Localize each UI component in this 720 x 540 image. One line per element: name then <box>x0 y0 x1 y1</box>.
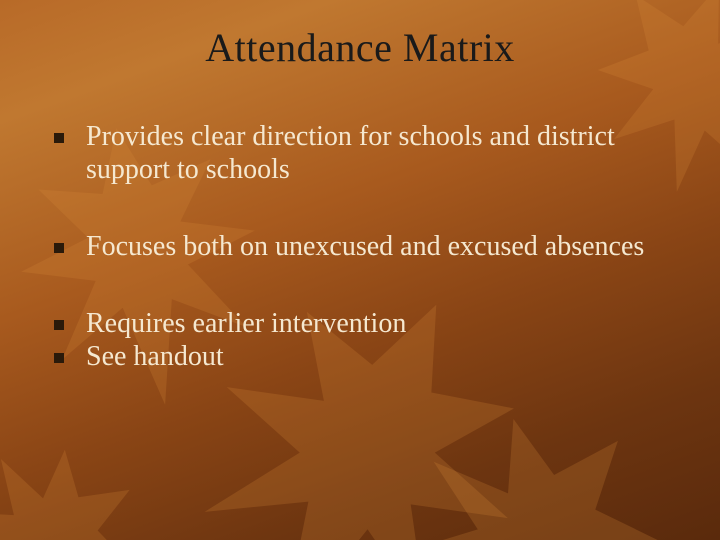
bullet-gap <box>54 186 680 230</box>
bullet-item: Requires earlier intervention <box>54 307 680 340</box>
bullet-text: See handout <box>86 340 680 373</box>
bullet-text: Provides clear direction for schools and… <box>86 120 680 186</box>
bullet-item: Focuses both on unexcused and excused ab… <box>54 230 680 263</box>
bullet-text: Focuses both on unexcused and excused ab… <box>86 230 680 263</box>
bullet-square-icon <box>54 353 64 363</box>
slide: Attendance Matrix Provides clear directi… <box>0 0 720 540</box>
bullet-item: Provides clear direction for schools and… <box>54 120 680 186</box>
bullet-text: Requires earlier intervention <box>86 307 680 340</box>
bullet-item: See handout <box>54 340 680 373</box>
bullet-square-icon <box>54 243 64 253</box>
leaf-decoration <box>0 380 200 540</box>
bullet-gap <box>54 263 680 307</box>
bullet-square-icon <box>54 320 64 330</box>
slide-body: Provides clear direction for schools and… <box>54 120 680 373</box>
bullet-square-icon <box>54 133 64 143</box>
slide-title: Attendance Matrix <box>0 24 720 71</box>
